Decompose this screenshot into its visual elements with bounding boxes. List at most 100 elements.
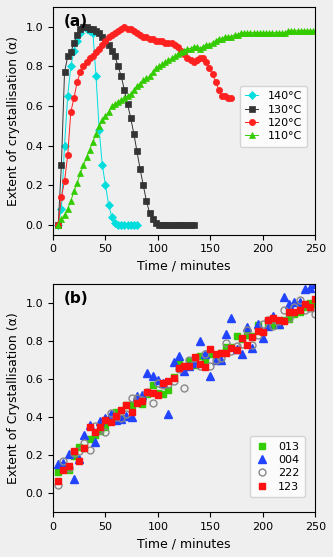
110°C	[126, 92, 130, 99]
004	[292, 299, 296, 306]
013	[187, 358, 191, 364]
004	[303, 285, 307, 292]
123	[62, 467, 66, 473]
013	[135, 397, 139, 404]
123	[130, 408, 134, 415]
110°C	[255, 30, 259, 36]
004	[83, 432, 87, 438]
222	[109, 409, 113, 416]
013	[62, 463, 66, 470]
013	[308, 300, 312, 306]
222	[130, 395, 134, 402]
130°C	[138, 166, 142, 173]
140°C	[119, 222, 123, 228]
123	[250, 334, 254, 340]
004	[308, 285, 312, 291]
123	[261, 328, 265, 335]
013	[193, 362, 197, 369]
013	[140, 400, 144, 407]
222	[151, 400, 155, 407]
140°C	[129, 222, 133, 228]
222	[261, 320, 265, 327]
140°C	[56, 222, 60, 228]
013	[250, 333, 254, 339]
123	[235, 346, 239, 353]
123	[313, 296, 317, 302]
123	[166, 378, 170, 384]
004	[229, 315, 233, 321]
222	[282, 307, 286, 314]
004	[266, 323, 270, 329]
013	[256, 322, 260, 329]
140°C	[72, 47, 76, 54]
140°C	[100, 162, 104, 169]
013	[156, 390, 160, 397]
013	[104, 424, 108, 431]
004	[114, 416, 118, 423]
004	[146, 370, 150, 377]
123	[156, 392, 160, 399]
222	[72, 450, 76, 457]
123	[219, 349, 223, 356]
222	[62, 457, 66, 464]
222	[292, 304, 296, 311]
013	[98, 427, 102, 434]
130°C	[91, 26, 95, 32]
123	[208, 345, 212, 352]
130°C	[88, 26, 92, 32]
130°C	[116, 63, 120, 70]
120°C	[123, 23, 127, 30]
Text: (a): (a)	[64, 14, 88, 29]
222	[208, 363, 212, 370]
130°C	[82, 23, 86, 30]
004	[313, 281, 317, 287]
140°C	[94, 73, 98, 80]
013	[177, 360, 181, 367]
140°C	[116, 222, 120, 228]
013	[287, 316, 291, 323]
222	[83, 440, 87, 447]
130°C	[63, 69, 67, 76]
130°C	[179, 222, 183, 228]
222	[308, 304, 312, 311]
Y-axis label: Extent of crystallisation (α): Extent of crystallisation (α)	[7, 36, 20, 206]
222	[187, 356, 191, 363]
130°C	[104, 37, 108, 44]
222	[303, 307, 307, 314]
Line: 013: 013	[55, 299, 319, 475]
013	[166, 387, 170, 393]
123	[240, 335, 244, 341]
222	[135, 395, 139, 402]
Line: 110°C: 110°C	[55, 27, 317, 228]
222	[203, 351, 207, 358]
110°C	[261, 30, 265, 36]
123	[308, 303, 312, 310]
013	[114, 409, 118, 416]
004	[104, 414, 108, 421]
123	[135, 400, 139, 407]
013	[77, 444, 81, 451]
004	[271, 312, 275, 319]
004	[119, 416, 123, 422]
Line: 130°C: 130°C	[55, 23, 197, 228]
123	[198, 361, 202, 368]
120°C	[173, 41, 177, 48]
123	[292, 308, 296, 315]
130°C	[135, 148, 139, 155]
130°C	[113, 53, 117, 60]
222	[287, 315, 291, 321]
123	[119, 407, 123, 414]
130°C	[69, 49, 73, 56]
222	[125, 411, 129, 418]
004	[109, 411, 113, 418]
004	[282, 294, 286, 300]
013	[208, 350, 212, 357]
130°C	[78, 26, 82, 32]
130°C	[75, 31, 79, 38]
140°C	[69, 63, 73, 70]
120°C	[192, 59, 196, 66]
130°C	[66, 53, 70, 60]
004	[214, 356, 218, 363]
013	[219, 350, 223, 357]
222	[214, 356, 218, 363]
